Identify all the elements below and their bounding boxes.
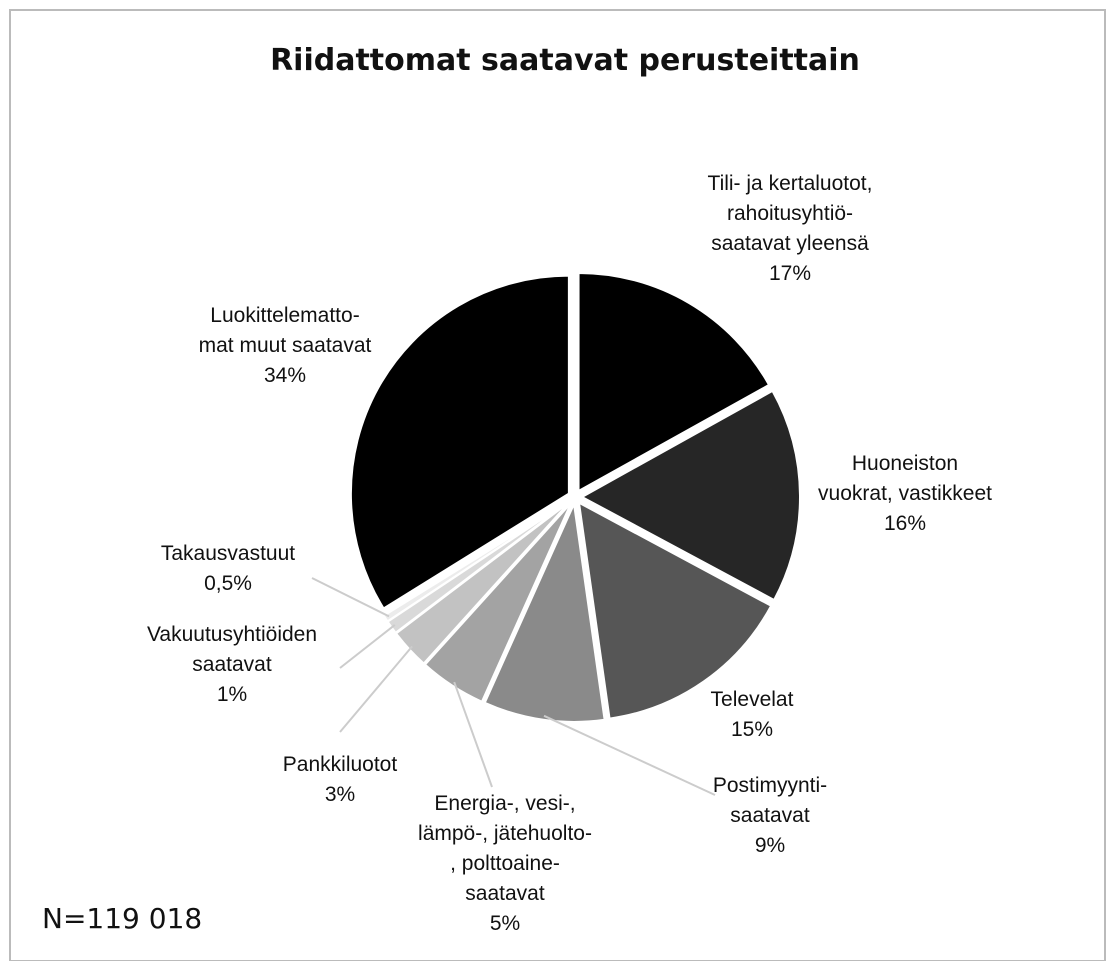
slice-label: Pankkiluotot — [283, 753, 398, 776]
leader-line — [339, 645, 413, 733]
chart-title: Riidattomat saatavat perusteittain — [270, 43, 860, 78]
label-line: saatavat — [730, 804, 810, 827]
slice-label: Tili- ja kertaluotot, rahoitusyhtiö-saata… — [708, 172, 873, 255]
label-line: lämpö-, jätehuolto- — [418, 822, 592, 845]
pie-slice — [579, 389, 801, 602]
label-line: mat muut saatavat — [199, 334, 372, 357]
label-line: Postimyynti- — [713, 774, 827, 797]
value-label: 15% — [731, 718, 773, 741]
value-label: 5% — [490, 912, 520, 935]
value-label: 3% — [325, 783, 355, 806]
leader-line — [543, 714, 716, 796]
slice-label: Takausvastuut — [161, 542, 295, 565]
label-line: Takausvastuut — [161, 542, 295, 565]
value-label: 17% — [769, 262, 811, 285]
leader-line — [453, 681, 493, 788]
label-line: Huoneiston — [852, 452, 958, 475]
value-label: 16% — [884, 512, 926, 535]
label-line: saatavat — [192, 653, 272, 676]
leader-line — [311, 577, 390, 618]
label-line: Vakuutusyhtiöiden — [147, 623, 317, 646]
pie-slice — [349, 274, 570, 610]
slice-label: Luokittelematto-mat muut saatavat — [199, 304, 372, 357]
label-line: Pankkiluotot — [283, 753, 398, 776]
slice-label: Televelat — [711, 688, 794, 711]
pie-slice — [577, 500, 773, 720]
label-line: rahoitusyhtiö- — [727, 202, 853, 225]
slice-label: Huoneiston vuokrat, vastikkeet — [818, 452, 992, 505]
value-label: 9% — [755, 834, 785, 857]
pie-slice — [577, 271, 771, 493]
label-line: saatavat yleensä — [711, 232, 869, 255]
label-line: Televelat — [711, 688, 794, 711]
value-label: 34% — [264, 364, 306, 387]
label-line: Tili- ja kertaluotot, — [708, 172, 873, 195]
label-line: saatavat — [465, 882, 545, 905]
annotation: N=119 018 — [42, 902, 202, 935]
label-line: vuokrat, vastikkeet — [818, 482, 992, 505]
slice-label: Postimyynti-saatavat — [713, 774, 827, 827]
pie-slice — [382, 499, 570, 623]
slice-label: Vakuutusyhtiöiden saatavat — [147, 623, 317, 676]
label-line: Luokittelematto- — [210, 304, 359, 327]
leader-line — [339, 624, 396, 669]
label-line: , polttoaine- — [450, 852, 560, 875]
value-label: 0,5% — [204, 572, 252, 595]
value-label: 1% — [217, 683, 247, 706]
slice-label: Energia-, vesi-, lämpö-, jätehuolto- , pol… — [418, 792, 592, 905]
pie-slice — [483, 500, 606, 723]
label-line: Energia-, vesi-, — [434, 792, 575, 815]
pie-slice — [423, 502, 573, 704]
